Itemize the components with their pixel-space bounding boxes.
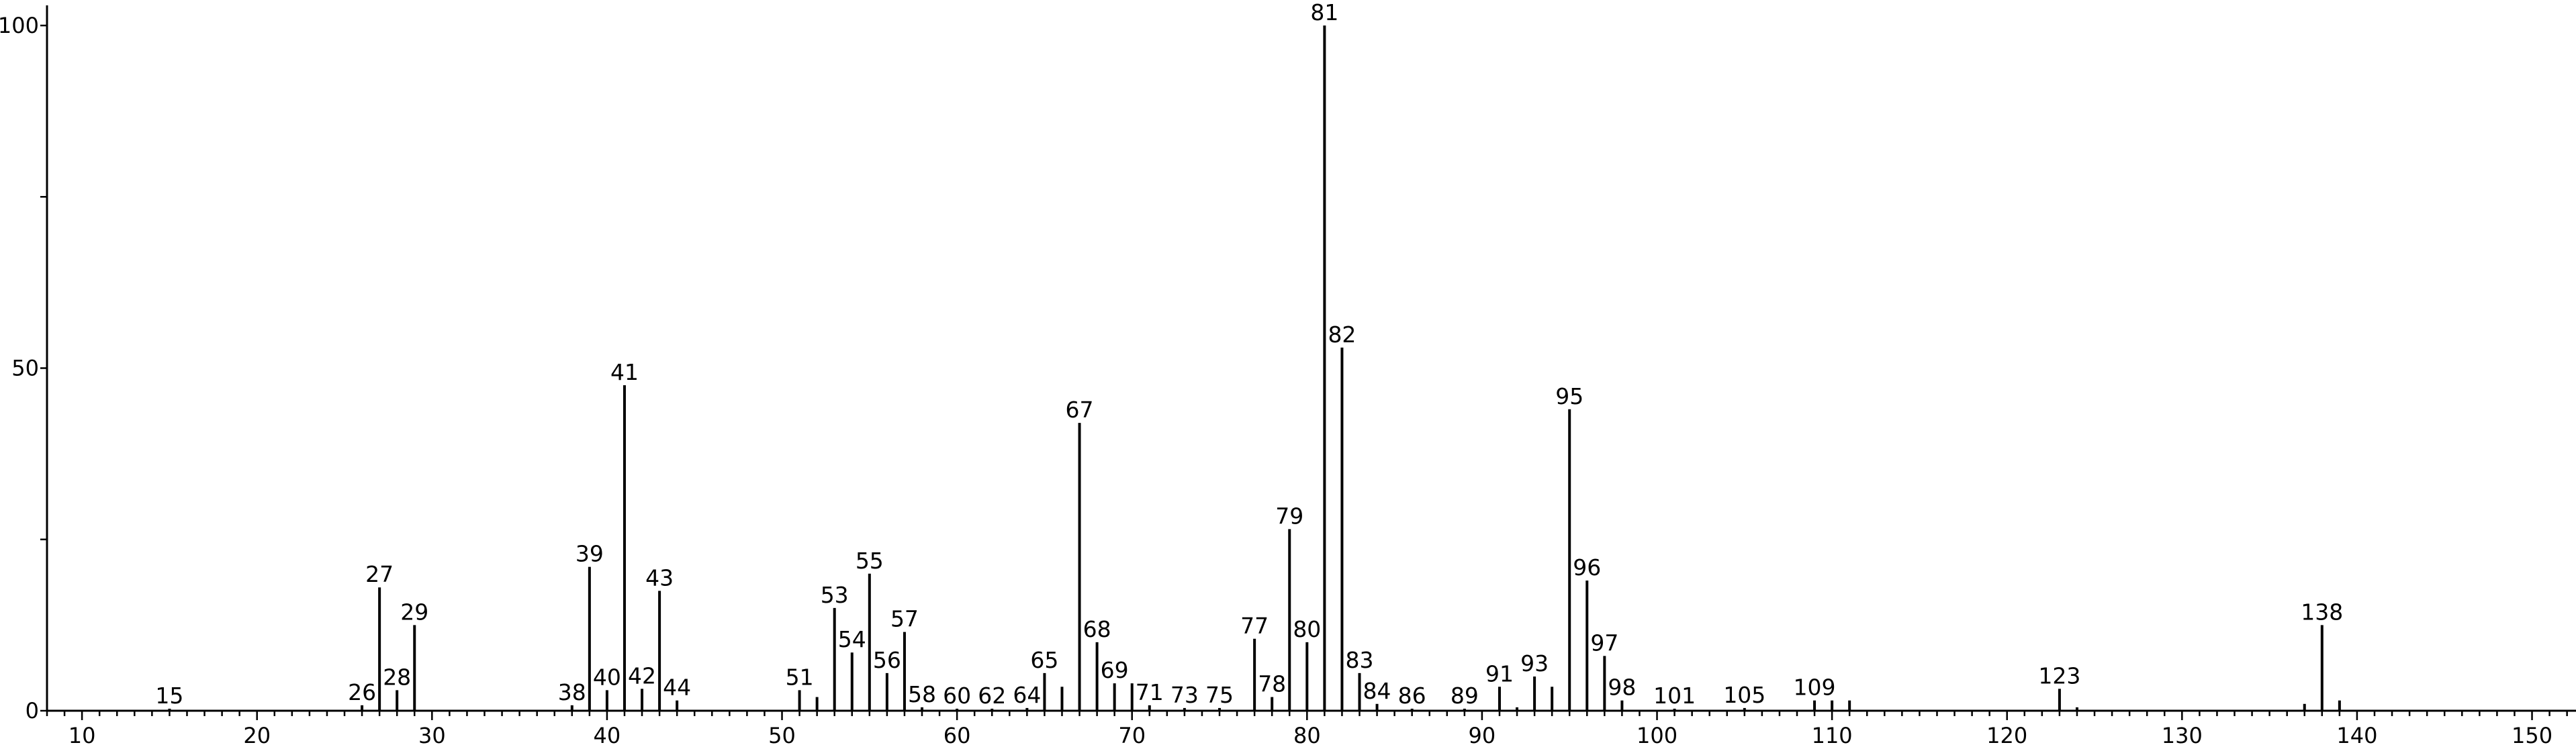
x-tick-label-20: 20 — [243, 723, 271, 748]
peak-label-56: 56 — [873, 647, 901, 673]
x-tick-label-140: 140 — [2336, 723, 2377, 748]
peak-label-75: 75 — [1205, 682, 1234, 708]
peak-label-38: 38 — [558, 679, 586, 705]
x-tick-label-110: 110 — [1812, 723, 1853, 748]
x-axis-ticks: 10 20 30 40 50 60 70 80 90 100 110 120 130 140 150 — [46, 711, 2568, 748]
peak-label-39: 39 — [576, 541, 604, 567]
peak-label-83: 83 — [1346, 647, 1374, 673]
peak-label-26: 26 — [348, 679, 376, 705]
peak-label-84: 84 — [1363, 678, 1391, 704]
x-tick-label-30: 30 — [418, 723, 446, 748]
peak-label-78: 78 — [1258, 671, 1286, 697]
peak-label-109: 109 — [1794, 675, 1836, 701]
peak-label-53: 53 — [821, 582, 849, 608]
peak-label-65: 65 — [1030, 647, 1058, 673]
peak-label-105: 105 — [1723, 682, 1765, 708]
peak-label-44: 44 — [663, 675, 691, 701]
peak-label-95: 95 — [1555, 383, 1583, 409]
x-tick-label-130: 130 — [2162, 723, 2203, 748]
peak-label-62: 62 — [978, 683, 1006, 709]
peak-label-67: 67 — [1066, 397, 1094, 423]
y-tick-label-0: 0 — [26, 698, 39, 723]
peak-label-42: 42 — [628, 662, 656, 689]
y-tick-label-50: 50 — [11, 356, 39, 381]
peak-label-138: 138 — [2301, 599, 2343, 625]
peak-label-73: 73 — [1170, 682, 1199, 708]
peak-label-68: 68 — [1083, 616, 1111, 642]
axes — [46, 5, 2576, 712]
x-tick-label-90: 90 — [1469, 723, 1496, 748]
peak-label-79: 79 — [1275, 503, 1303, 529]
peak-label-40: 40 — [593, 664, 621, 690]
peak-label-41: 41 — [610, 359, 639, 385]
peak-label-29: 29 — [400, 599, 428, 625]
peak-label-58: 58 — [908, 681, 936, 707]
x-tick-label-60: 60 — [944, 723, 971, 748]
peak-label-60: 60 — [943, 683, 971, 709]
peak-label-15: 15 — [155, 683, 183, 709]
x-tick-label-120: 120 — [1986, 723, 2027, 748]
peak-label-51: 51 — [786, 664, 814, 690]
spectrum-bars — [168, 26, 2341, 711]
peak-label-80: 80 — [1293, 616, 1321, 642]
y-tick-label-100: 100 — [0, 13, 39, 38]
peak-label-86: 86 — [1398, 683, 1426, 709]
x-tick-label-40: 40 — [594, 723, 621, 748]
peak-label-57: 57 — [890, 606, 919, 632]
x-tick-label-80: 80 — [1293, 723, 1321, 748]
peak-label-71: 71 — [1136, 679, 1164, 705]
peak-label-123: 123 — [2038, 662, 2080, 689]
peak-label-43: 43 — [645, 564, 674, 591]
x-tick-label-70: 70 — [1118, 723, 1146, 748]
peak-label-28: 28 — [383, 664, 411, 690]
peak-label-98: 98 — [1608, 675, 1636, 701]
x-tick-label-100: 100 — [1637, 723, 1677, 748]
peak-label-69: 69 — [1101, 657, 1129, 683]
x-tick-label-10: 10 — [68, 723, 96, 748]
x-tick-label-50: 50 — [768, 723, 796, 748]
peak-label-97: 97 — [1590, 630, 1618, 656]
peak-label-81: 81 — [1310, 0, 1338, 26]
peak-labels: 15 26 27 28 29 38 39 40 41 42 43 44 51 53 54 55 56 57 58 60… — [155, 0, 2343, 709]
peak-label-55: 55 — [856, 548, 884, 574]
peak-label-91: 91 — [1485, 660, 1514, 687]
x-tick-label-150: 150 — [2512, 723, 2552, 748]
peak-label-54: 54 — [838, 626, 866, 652]
peak-label-64: 64 — [1013, 682, 1041, 708]
peak-label-89: 89 — [1451, 683, 1479, 709]
peak-label-96: 96 — [1573, 554, 1601, 581]
peak-label-82: 82 — [1328, 321, 1356, 348]
peak-label-93: 93 — [1520, 650, 1549, 677]
peak-label-27: 27 — [365, 561, 394, 587]
y-axis-ticks: 0 50 100 — [0, 13, 47, 723]
peak-label-101: 101 — [1653, 683, 1696, 709]
peak-label-77: 77 — [1240, 613, 1269, 639]
